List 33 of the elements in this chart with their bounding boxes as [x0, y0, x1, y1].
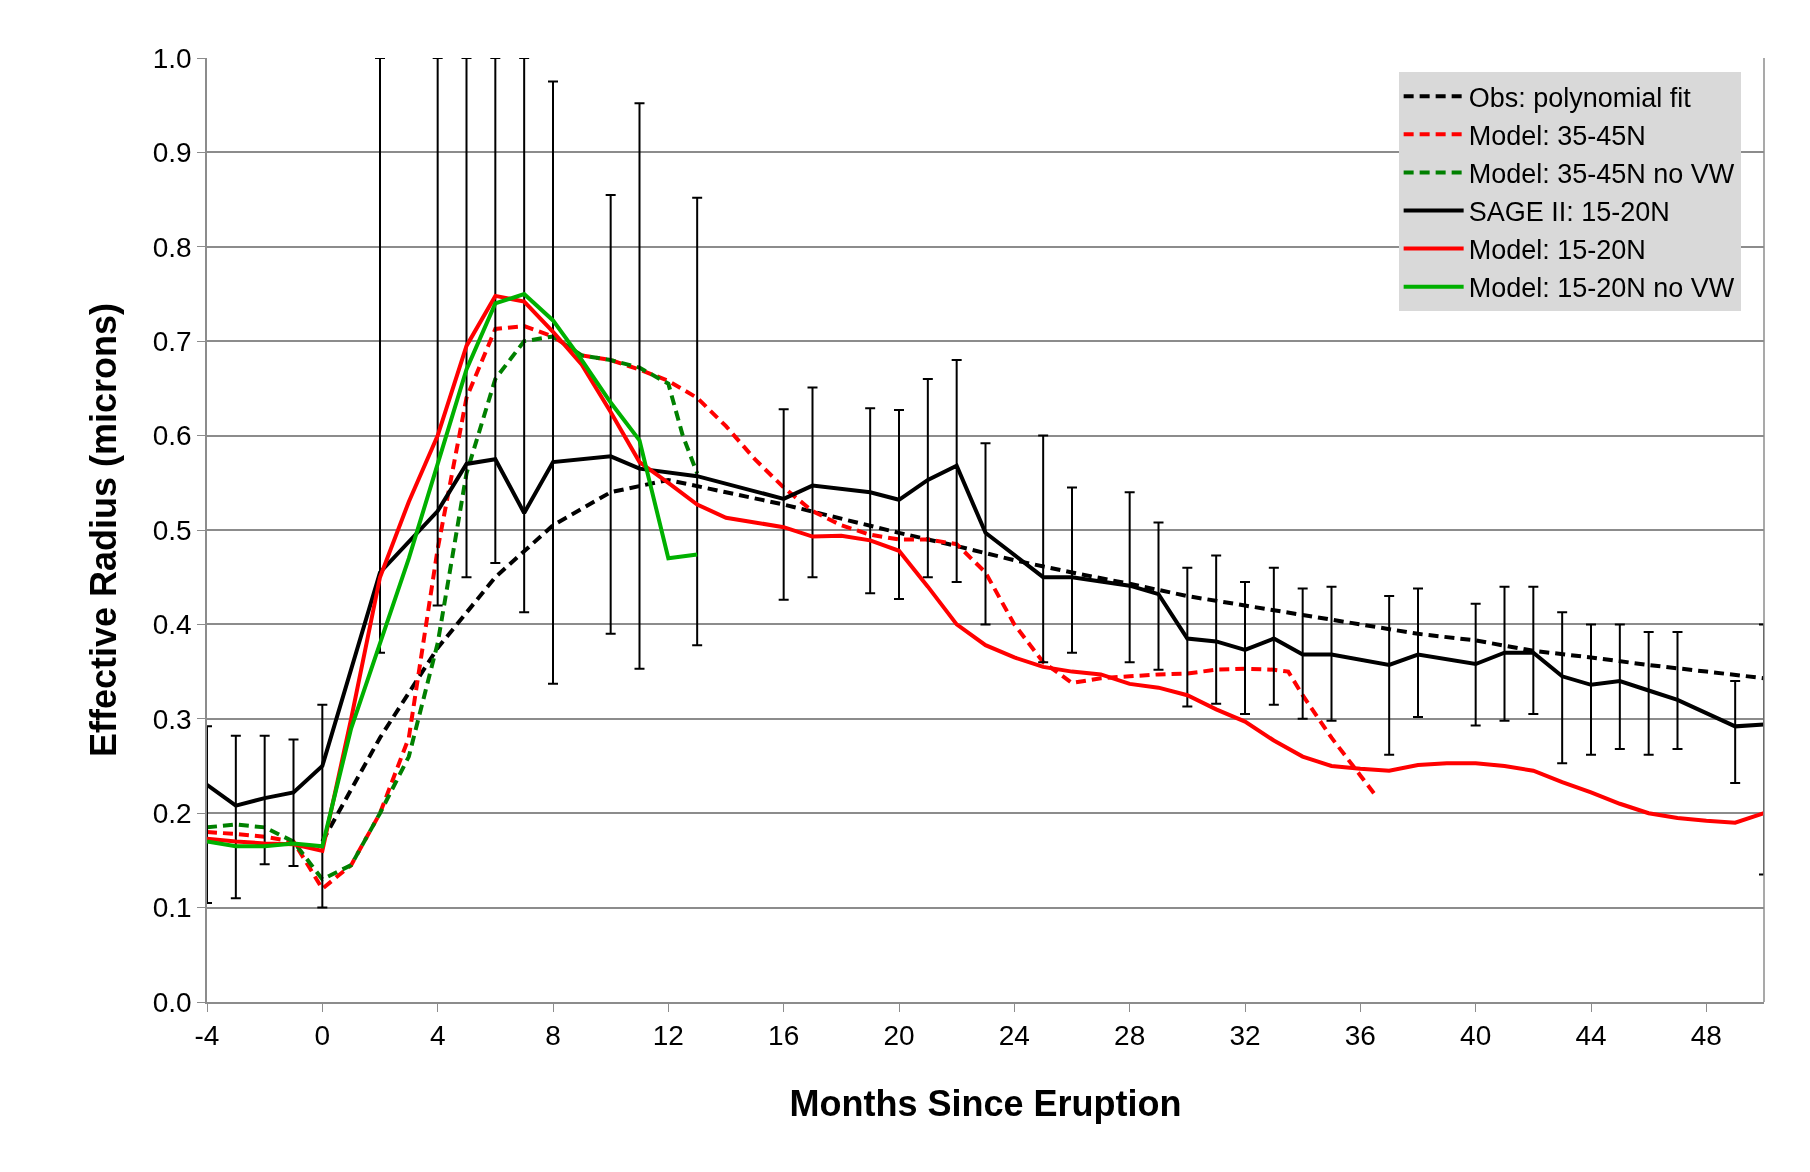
y-tick-label: 0.4 — [152, 609, 192, 641]
x-tick-label: 4 — [429, 1020, 446, 1052]
y-tick-label: 0.8 — [152, 231, 192, 263]
x-tick-label: 0 — [314, 1020, 331, 1052]
y-tick-label: 0.5 — [152, 514, 192, 546]
y-tick-label: 0.3 — [152, 703, 192, 735]
x-tick-label: 32 — [1229, 1020, 1261, 1052]
x-tick-label: 20 — [883, 1020, 915, 1052]
y-tick-label: 0.9 — [152, 137, 192, 169]
legend-label: Model: 15-20N — [1468, 235, 1646, 266]
y-tick-label: 0.7 — [152, 326, 192, 357]
x-tick-label: 44 — [1575, 1020, 1607, 1052]
x-tick-label: 28 — [1114, 1020, 1146, 1052]
x-tick-label: 24 — [998, 1020, 1030, 1052]
y-tick-label: 0.0 — [152, 986, 192, 1018]
x-tick-label: 36 — [1344, 1020, 1376, 1052]
legend-label: SAGE II: 15-20N — [1468, 197, 1670, 228]
y-tick-label: 0.2 — [152, 798, 192, 829]
legend-label: Obs: polynomial fit — [1468, 82, 1692, 113]
x-tick-label: 16 — [768, 1020, 800, 1052]
y-tick-label: 1.0 — [152, 42, 192, 74]
x-tick-label: 12 — [652, 1020, 684, 1052]
x-tick-label: 48 — [1690, 1020, 1722, 1052]
x-tick-label: -4 — [194, 1020, 220, 1052]
legend-label: Model: 35-45N — [1468, 120, 1646, 151]
legend-label: Model: 35-45N no VW — [1468, 158, 1735, 189]
legend-label: Model: 15-20N no VW — [1468, 273, 1735, 304]
y-tick-label: 0.1 — [152, 892, 192, 924]
x-tick-label: 8 — [545, 1020, 561, 1052]
y-axis-title: Effective Radius (microns) — [83, 302, 125, 758]
x-tick-label: 40 — [1460, 1020, 1492, 1052]
y-tick-label: 0.6 — [152, 420, 192, 452]
x-axis-title: Months Since Eruption — [789, 1082, 1182, 1124]
